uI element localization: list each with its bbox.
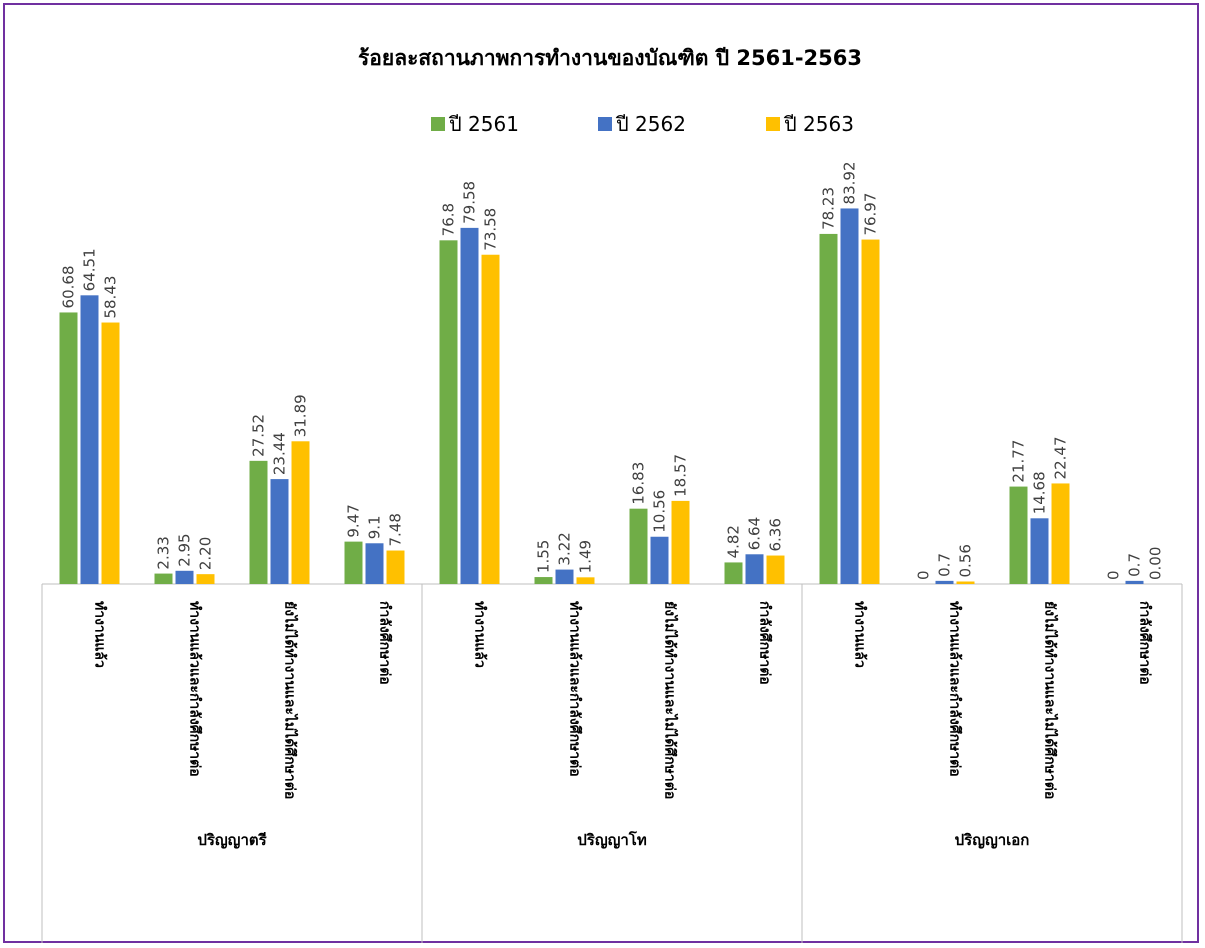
data-label: 27.52 [250, 414, 268, 457]
legend-swatch-3 [766, 117, 780, 131]
category-label: กำลังศึกษาต่อ [757, 601, 774, 685]
data-label: 64.51 [81, 248, 99, 291]
data-label: 14.68 [1031, 471, 1049, 514]
data-label: 0 [1105, 570, 1123, 580]
group-labels: ปริญญาตรี ปริญญาโท ปริญญาเอก [197, 830, 1029, 849]
bar [59, 312, 78, 584]
bar [956, 581, 975, 584]
bar [576, 577, 595, 584]
category-label: ทำงานแล้ว [852, 601, 868, 668]
chart-title: ร้อยละสถานภาพการทำงานของบัณฑิต ปี 2561-2… [358, 46, 862, 70]
data-label: 0 [915, 570, 933, 580]
bar-chart: ร้อยละสถานภาพการทำงานของบัณฑิต ปี 2561-2… [41, 46, 1183, 943]
bar [175, 570, 194, 584]
bar [439, 240, 458, 584]
legend-swatch-1 [431, 117, 445, 131]
data-label: 1.55 [535, 540, 553, 573]
bar [724, 562, 743, 584]
group-label: ปริญญาตรี [197, 831, 267, 849]
bar [935, 580, 954, 584]
legend: ปี 2561 ปี 2562 ปี 2563 [431, 112, 854, 136]
bar [650, 536, 669, 584]
category-label: ยังไม่ได้ทำงานและไม่ได้ศึกษาต่อ [1042, 601, 1060, 799]
data-label: 21.77 [1010, 440, 1028, 483]
category-label: ยังไม่ได้ทำงานและไม่ได้ศึกษาต่อ [282, 601, 300, 799]
category-label: ทำงานแล้วและกำลังศึกษาต่อ [947, 601, 964, 777]
bar [745, 554, 764, 584]
bar [481, 254, 500, 585]
bar [861, 239, 880, 584]
legend-label-1: ปี 2561 [449, 112, 519, 136]
bar [270, 479, 289, 584]
data-label: 9.1 [366, 515, 384, 539]
data-label: 7.48 [387, 513, 405, 546]
data-label: 0.56 [957, 544, 975, 577]
data-label: 22.47 [1052, 436, 1070, 479]
data-label: 79.58 [461, 181, 479, 224]
data-label: 6.64 [746, 517, 764, 550]
data-label: 76.8 [440, 203, 458, 236]
data-label: 16.83 [630, 462, 648, 505]
category-label: ทำงานแล้วและกำลังศึกษาต่อ [567, 601, 584, 777]
data-label: 6.36 [767, 518, 785, 551]
data-label: 1.49 [577, 540, 595, 573]
bar [671, 500, 690, 584]
data-label: 3.22 [556, 532, 574, 565]
chart-frame: ร้อยละสถานภาพการทำงานของบัณฑิต ปี 2561-2… [3, 3, 1199, 943]
data-label: 10.56 [651, 490, 669, 533]
category-label: กำลังศึกษาต่อ [1137, 601, 1154, 685]
data-label: 0.00 [1147, 547, 1165, 580]
bars [59, 208, 1144, 585]
data-label: 2.33 [155, 536, 173, 569]
category-labels: ทำงานแล้ว ทำงานแล้วและกำลังศึกษาต่อ ยังไม่… [92, 601, 1154, 799]
bar [1009, 486, 1028, 584]
data-label: 0.7 [1126, 553, 1144, 577]
group-label: ปริญญาโท [577, 830, 647, 849]
category-label: กำลังศึกษาต่อ [377, 601, 394, 685]
data-label: 60.68 [60, 266, 78, 309]
data-label: 83.92 [841, 162, 859, 205]
bar [154, 573, 173, 584]
data-label: 2.95 [176, 533, 194, 566]
bar [555, 569, 574, 584]
category-label: ทำงานแล้ว [92, 601, 108, 668]
data-label: 4.82 [725, 525, 743, 558]
data-label: 58.43 [102, 276, 120, 319]
legend-label-3: ปี 2563 [784, 112, 854, 136]
data-label: 2.20 [197, 537, 215, 570]
data-label: 73.58 [482, 208, 500, 251]
bar [291, 441, 310, 584]
data-label: 78.23 [820, 187, 838, 230]
bar [386, 550, 405, 584]
data-label: 18.57 [672, 454, 690, 497]
bar [1051, 483, 1070, 584]
bar [819, 233, 838, 584]
bar [766, 555, 785, 584]
legend-label-2: ปี 2562 [616, 112, 686, 136]
bar [344, 541, 363, 584]
category-label: ยังไม่ได้ทำงานและไม่ได้ศึกษาต่อ [662, 601, 680, 799]
data-label: 23.44 [271, 432, 289, 475]
bar [1030, 518, 1049, 584]
bar [629, 508, 648, 584]
axis-lines [41, 583, 1183, 943]
category-label: ทำงานแล้วและกำลังศึกษาต่อ [187, 601, 204, 777]
bar [80, 295, 99, 584]
data-label: 9.47 [345, 504, 363, 537]
legend-swatch-2 [598, 117, 612, 131]
bar [1125, 580, 1144, 584]
data-label: 31.89 [292, 394, 310, 437]
bar [460, 227, 479, 584]
bar [249, 460, 268, 584]
data-label: 0.7 [936, 553, 954, 577]
category-label: ทำงานแล้ว [472, 601, 488, 668]
data-label: 76.97 [862, 193, 880, 236]
group-label: ปริญญาเอก [955, 831, 1030, 849]
bar [365, 543, 384, 584]
bar [196, 574, 215, 584]
bar [101, 322, 120, 584]
bar [534, 577, 553, 584]
bar [840, 208, 859, 584]
